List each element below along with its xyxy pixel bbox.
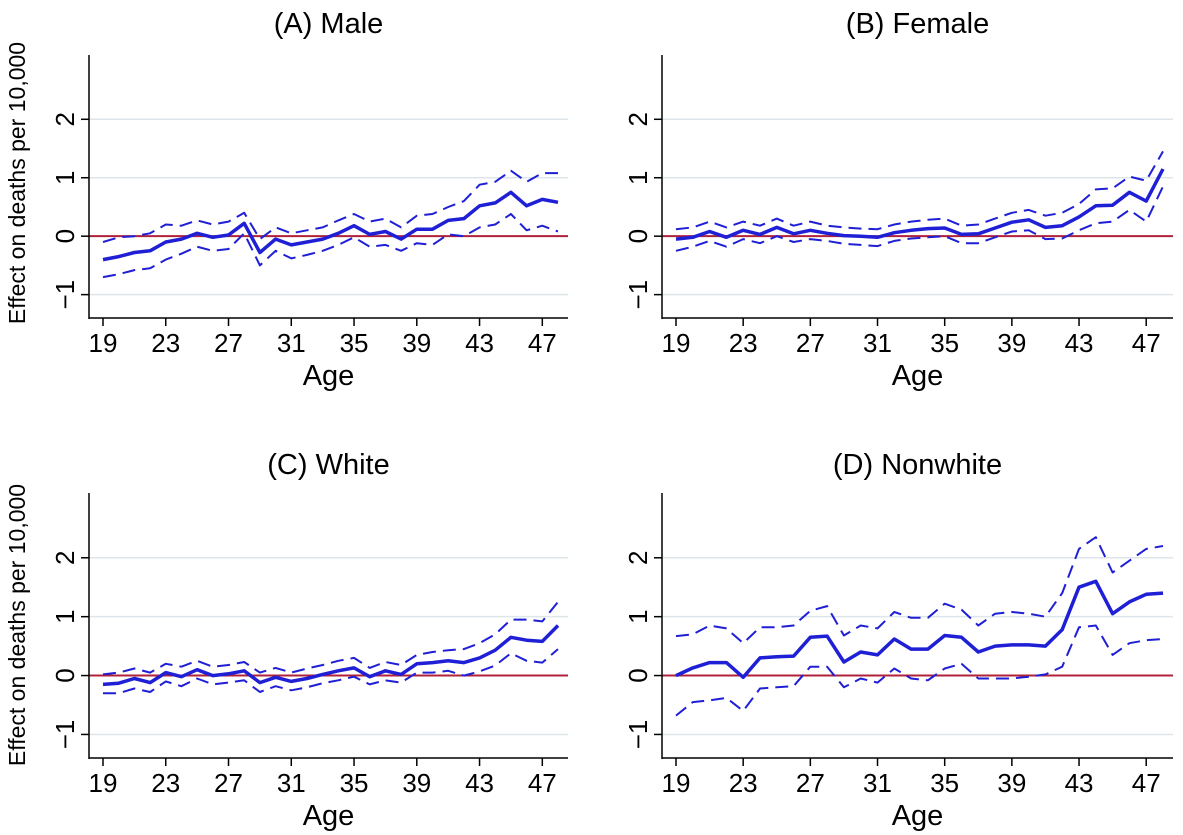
x-tick-label-female-43: 43 [1065,328,1094,358]
y-tick-label-white-1: 1 [50,609,80,623]
x-tick-label-female-31: 31 [863,328,892,358]
panel-title-female: (B) Female [846,8,989,40]
x-tick-label-male-23: 23 [151,328,180,358]
x-tick-label-female-35: 35 [930,328,959,358]
series-upper-white [102,601,559,676]
x-tick-label-female-19: 19 [662,328,691,358]
x-tick-label-female-47: 47 [1132,328,1161,358]
y-tick-label-male-0: 0 [50,229,80,243]
panel-female: (B) Female −1 0 1 2 19 23 27 31 35 39 43 47 Age [623,8,1173,392]
x-tick-label-white-43: 43 [465,768,494,798]
x-tick-label-nonwhite-39: 39 [997,768,1026,798]
x-tick-label-white-39: 39 [402,768,431,798]
x-tick-label-white-19: 19 [89,768,118,798]
x-tick-label-nonwhite-47: 47 [1132,768,1161,798]
x-tick-label-male-31: 31 [277,328,306,358]
x-tick-label-nonwhite-31: 31 [863,768,892,798]
y-tick-label-male--1: −1 [50,280,80,310]
x-tick-label-white-35: 35 [340,768,369,798]
panel-white: (C) White −1 0 1 2 19 23 27 31 35 39 43 47 Age [50,449,568,832]
x-tick-label-male-43: 43 [465,328,494,358]
x-tick-label-white-47: 47 [528,768,557,798]
x-tick-label-white-31: 31 [277,768,306,798]
y-tick-label-female-0: 0 [623,229,653,243]
series-lower-male [102,213,559,279]
y-tick-label-female-1: 1 [623,170,653,184]
x-tick-label-nonwhite-19: 19 [662,768,691,798]
y-axis-label-bottom: Effect on deaths per 10,000 [4,484,30,766]
y-tick-label-male-1: 1 [50,170,80,184]
x-tick-label-male-39: 39 [402,328,431,358]
x-tick-label-female-23: 23 [729,328,758,358]
series-upper-nonwhite [675,536,1164,645]
y-tick-label-female--1: −1 [623,280,653,310]
x-tick-label-nonwhite-27: 27 [796,768,825,798]
series-estimate-white [102,624,560,687]
x-axis-label-male: Age [303,360,355,392]
series-estimate-female [675,168,1165,241]
y-tick-label-nonwhite-2: 2 [623,551,653,565]
x-tick-label-nonwhite-43: 43 [1065,768,1094,798]
x-tick-label-male-47: 47 [528,328,557,358]
panel-nonwhite: (D) Nonwhite −1 0 1 2 19 23 27 31 35 39 43 47 Age [623,449,1173,832]
x-tick-label-male-19: 19 [89,328,118,358]
y-tick-label-white--1: −1 [50,720,80,750]
panel-title-white: (C) White [267,449,389,481]
x-axis-label-nonwhite: Age [892,800,944,832]
y-tick-label-white-0: 0 [50,668,80,682]
y-tick-label-nonwhite--1: −1 [623,720,653,750]
panel-title-male: (A) Male [274,8,384,40]
x-tick-label-white-27: 27 [214,768,243,798]
x-tick-label-white-23: 23 [151,768,180,798]
series-estimate-nonwhite [675,579,1164,680]
y-axis-label-top: Effect on deaths per 10,000 [4,42,30,324]
y-tick-label-white-2: 2 [50,551,80,565]
x-tick-label-female-27: 27 [796,328,825,358]
series-lower-female [675,186,1164,252]
series-estimate-male [102,190,559,262]
panel-title-nonwhite: (D) Nonwhite [833,449,1002,481]
series-upper-male [102,169,558,243]
series-lower-white [103,648,559,695]
x-axis-label-female: Age [892,360,944,392]
series-upper-female [675,150,1164,231]
y-tick-label-female-2: 2 [623,112,653,126]
x-axis-label-white: Age [303,800,355,832]
x-tick-label-nonwhite-23: 23 [729,768,758,798]
panel-male: (A) Male −1 0 1 2 19 23 27 31 35 39 43 47 Age [50,8,568,392]
y-tick-label-nonwhite-1: 1 [623,609,653,623]
x-tick-label-male-27: 27 [214,328,243,358]
x-tick-label-nonwhite-35: 35 [930,768,959,798]
y-tick-label-male-2: 2 [50,112,80,126]
x-tick-label-male-35: 35 [340,328,369,358]
y-tick-label-nonwhite-0: 0 [623,668,653,682]
x-tick-label-female-39: 39 [997,328,1026,358]
